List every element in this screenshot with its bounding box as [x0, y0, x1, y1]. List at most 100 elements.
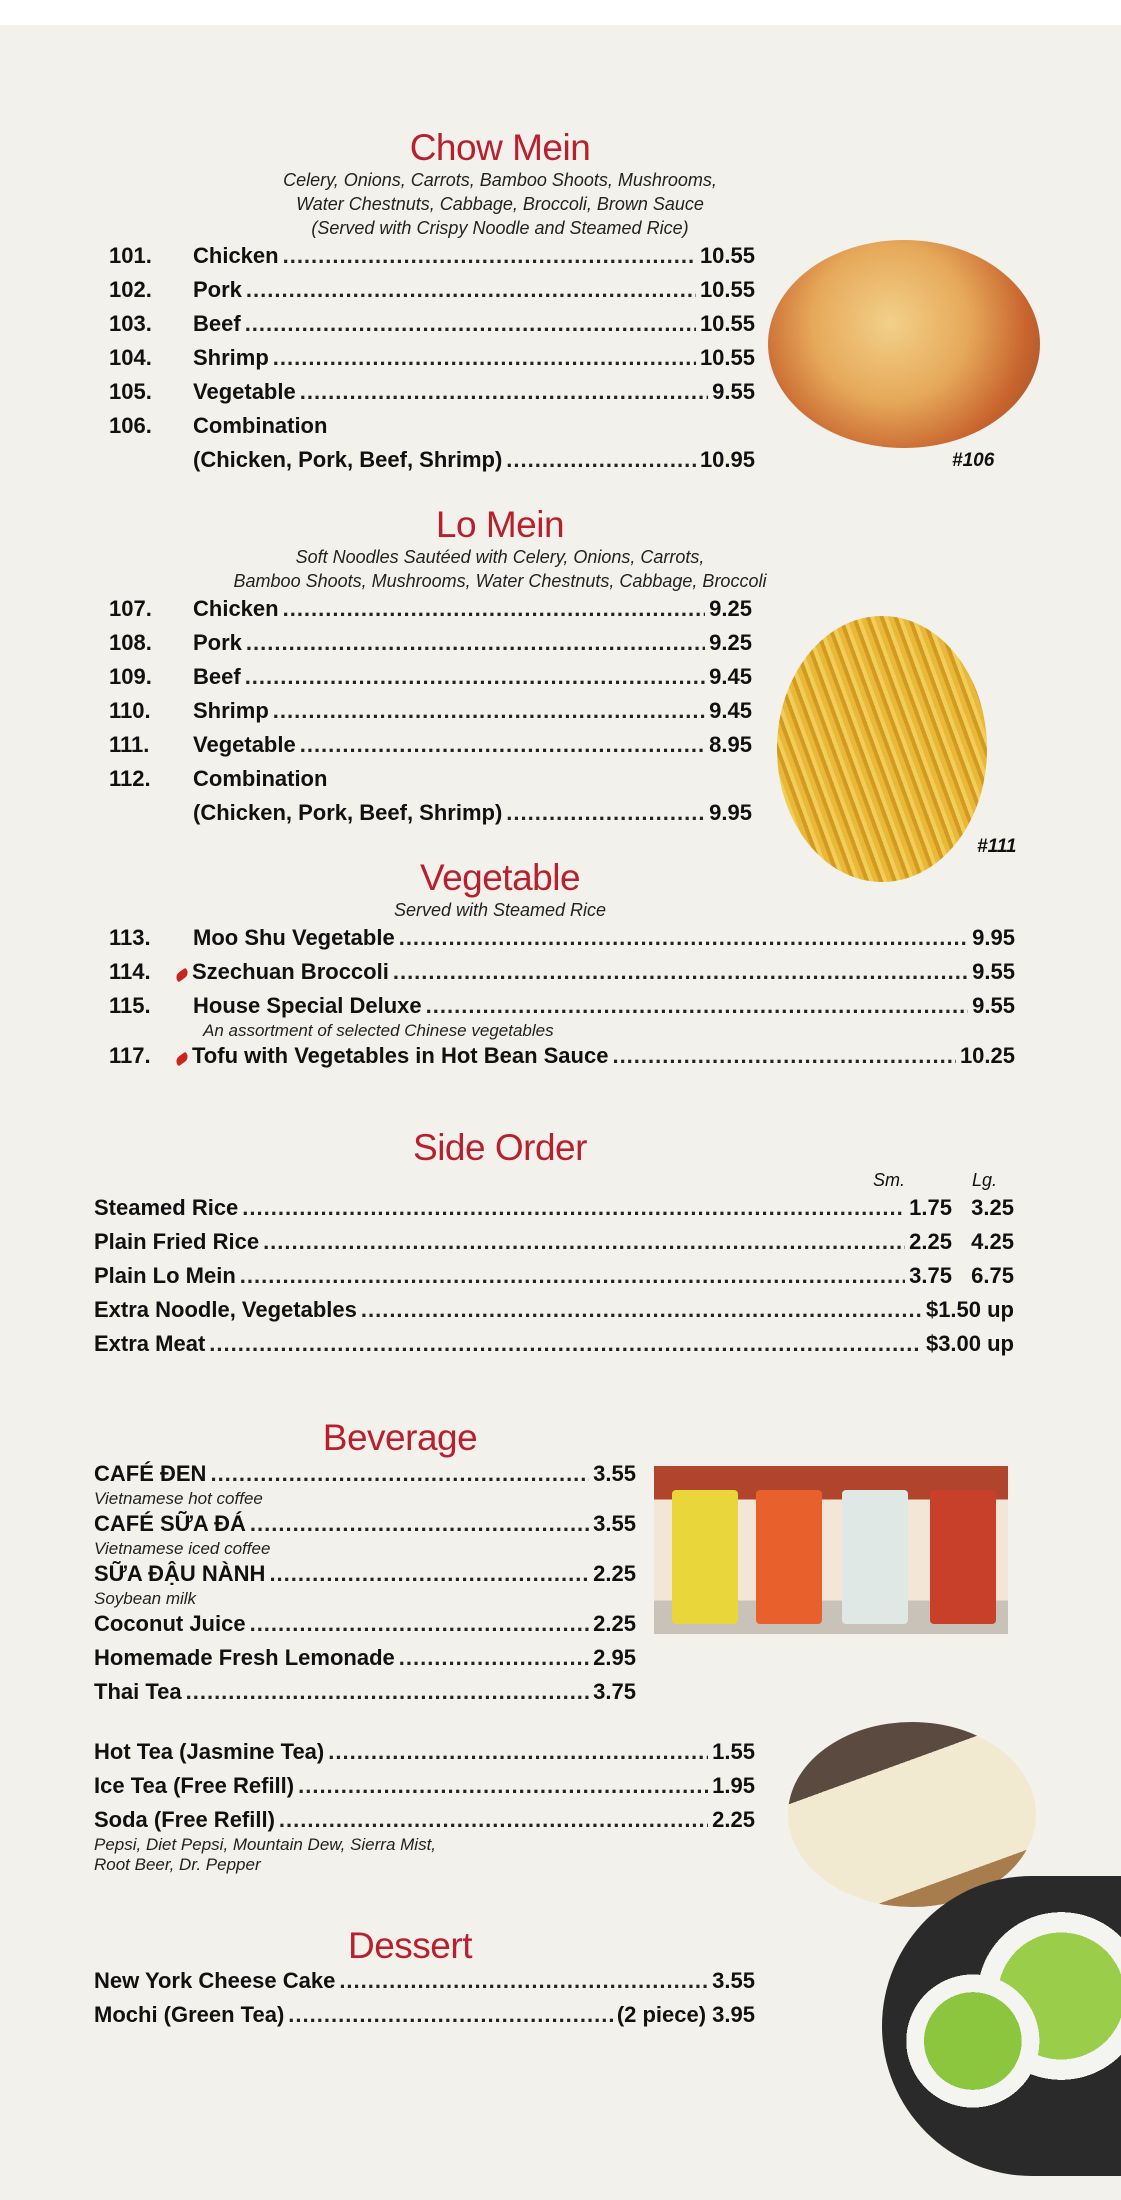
item-name: Steamed Rice: [94, 1195, 239, 1220]
menu-item: 113. Moo Shu Vegetable 9.95: [109, 925, 1015, 959]
item-price-large: 4.25: [971, 1229, 1014, 1254]
dot-leader: [288, 2002, 613, 2028]
item-name: Pork: [193, 277, 242, 302]
item-price: 3.75: [593, 1679, 636, 1704]
item-price: 9.55: [972, 959, 1015, 984]
photo-caption: #111: [977, 836, 1017, 857]
vegetable-description: Served with Steamed Rice: [393, 900, 607, 920]
dot-leader: [273, 698, 705, 724]
item-name: Hot Tea (Jasmine Tea): [94, 1739, 325, 1764]
item-name: Coconut Juice: [94, 1611, 246, 1636]
desc-line: Water Chestnuts, Cabbage, Broccoli, Brow…: [296, 194, 704, 214]
menu-item: 102. Pork 10.55: [109, 277, 755, 311]
item-price: 10.55: [699, 311, 755, 336]
item-name: New York Cheese Cake: [94, 1968, 336, 1993]
item-number: 107.: [109, 596, 152, 621]
item-price: 10.55: [699, 345, 755, 370]
desc-line: (Served with Crispy Noodle and Steamed R…: [311, 218, 689, 238]
item-price: 3.55: [593, 1511, 636, 1536]
menu-item: CAFÉ ĐEN 3.55: [94, 1461, 636, 1495]
item-number: 105.: [109, 379, 152, 404]
glass-lemonade: [672, 1490, 738, 1624]
item-price: 9.45: [709, 664, 752, 689]
section-title-dessert: Dessert: [348, 1925, 472, 1966]
beverage-list: CAFÉ ĐEN 3.55 Vietnamese hot coffee CAFÉ SỮ…: [94, 1461, 636, 1713]
chow-mein-description: Celery, Onions, Carrots, Bamboo Shoots, …: [200, 168, 800, 240]
item-number: 114.: [109, 959, 151, 984]
item-number: 108.: [109, 630, 152, 655]
menu-item: SỮA ĐẬU NÀNH 2.25: [94, 1561, 636, 1595]
item-name: Pork: [193, 630, 242, 655]
mochi-photo: [882, 1876, 1121, 2176]
item-number: 115.: [109, 993, 151, 1018]
menu-item: 101. Chicken 10.55: [109, 243, 755, 277]
dot-leader: [426, 993, 969, 1019]
menu-item: 115. House Special Deluxe 9.55: [109, 993, 1015, 1027]
item-number: 102.: [109, 277, 152, 302]
item-name: Szechuan Broccoli: [192, 959, 389, 984]
dot-leader: [263, 1229, 905, 1255]
menu-item: Plain Fried Rice 2.25 4.25: [94, 1229, 1014, 1263]
menu-item: 104. Shrimp 10.55: [109, 345, 755, 379]
dot-leader: [300, 732, 705, 758]
cheesecake-photo: [788, 1722, 1036, 1907]
item-price: 2.25: [909, 1229, 952, 1254]
dot-leader: [506, 447, 696, 473]
item-name: Combination: [193, 766, 328, 791]
lo-mein-list: 107.Chicken9.25108.Pork9.25109.Beef9.451…: [109, 596, 752, 834]
menu-page: Chow Mein Celery, Onions, Carrots, Bambo…: [0, 25, 1121, 2200]
menu-item: Mochi (Green Tea) (2 piece) 3.95: [94, 2002, 755, 2036]
dot-leader: [612, 1043, 955, 1069]
menu-item: CAFÉ SỮA ĐÁ 3.55: [94, 1511, 636, 1545]
item-price-large: 6.75: [971, 1263, 1014, 1288]
dot-leader: [245, 664, 705, 690]
item-name: Extra Meat: [94, 1331, 206, 1356]
side-order-list: Steamed Rice 1.75 3.25 Plain Fried Rice 2.25…: [94, 1195, 1014, 1365]
item-name: Plain Fried Rice: [94, 1229, 260, 1254]
item-price: 1.75: [909, 1195, 952, 1220]
menu-item: (Chicken, Pork, Beef, Shrimp) 9.95: [109, 800, 752, 834]
desc-line: Soft Noodles Sautéed with Celery, Onions…: [295, 547, 705, 567]
item-name: Vegetable: [193, 379, 296, 404]
item-name: Combination: [193, 413, 328, 438]
dot-leader: [250, 1511, 589, 1537]
menu-item: Coconut Juice 2.25: [94, 1611, 636, 1645]
large-size-header: Lg.: [972, 1170, 998, 1190]
dot-leader: [209, 1331, 922, 1357]
dot-leader: [245, 311, 696, 337]
menu-item: 111. Vegetable 8.95: [109, 732, 752, 766]
item-number: 106.: [109, 413, 152, 438]
dessert-list: New York Cheese Cake 3.55 Mochi (Green Tea…: [94, 1968, 755, 2036]
item-price: $3.00 up: [925, 1331, 1014, 1356]
item-price: 9.25: [709, 596, 752, 621]
lo-mein-description: Soft Noodles Sautéed with Celery, Onions…: [150, 545, 850, 593]
glass-limeade: [842, 1490, 908, 1624]
item-name: Shrimp: [193, 698, 269, 723]
beverage-photo: [654, 1466, 1008, 1634]
dot-leader: [186, 1679, 590, 1705]
item-number: 109.: [109, 664, 152, 689]
item-price: 2.25: [593, 1561, 636, 1586]
dot-leader: [250, 1611, 590, 1637]
item-price: $1.50 up: [925, 1297, 1014, 1322]
chow-mein-photo: [768, 240, 1040, 448]
item-price: (2 piece) 3.95: [616, 2002, 755, 2027]
item-price: 2.95: [593, 1645, 636, 1670]
item-name: Soda (Free Refill): [94, 1807, 275, 1832]
item-name: Moo Shu Vegetable: [193, 925, 395, 950]
item-name: House Special Deluxe: [193, 993, 422, 1018]
desc-line: Celery, Onions, Carrots, Bamboo Shoots, …: [283, 170, 717, 190]
menu-item: Plain Lo Mein 3.75 6.75: [94, 1263, 1014, 1297]
beverage-list-tea: Hot Tea (Jasmine Tea) 1.55 Ice Tea (Free R…: [94, 1739, 755, 1877]
item-description: Vietnamese iced coffee: [94, 1539, 271, 1558]
item-name: Chicken: [193, 243, 279, 268]
dot-leader: [328, 1739, 708, 1765]
menu-item: (Chicken, Pork, Beef, Shrimp) 10.95: [109, 447, 755, 481]
item-name: Ice Tea (Free Refill): [94, 1773, 295, 1798]
small-size-header: Sm.: [873, 1170, 906, 1190]
item-price: 3.55: [712, 1968, 755, 1993]
item-price: 10.25: [959, 1043, 1015, 1068]
menu-item: 108. Pork 9.25: [109, 630, 752, 664]
item-price: 1.95: [712, 1773, 755, 1798]
item-price-large: 3.25: [971, 1195, 1014, 1220]
